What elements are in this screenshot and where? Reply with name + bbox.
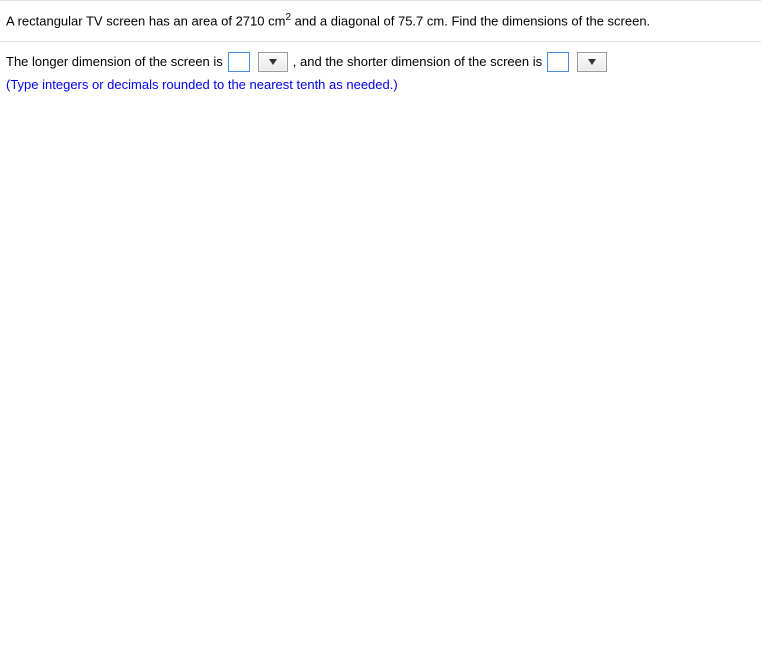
longer-dimension-unit-dropdown[interactable] (258, 52, 288, 72)
chevron-down-icon (269, 59, 277, 65)
problem-statement: A rectangular TV screen has an area of 2… (0, 1, 761, 41)
problem-text-part2: and a diagonal of 75.7 cm. Find the dime… (291, 13, 650, 28)
chevron-down-icon (588, 59, 596, 65)
instruction-text: (Type integers or decimals rounded to th… (6, 77, 755, 92)
shorter-dimension-input[interactable] (547, 52, 569, 72)
answer-section: The longer dimension of the screen is , … (0, 42, 761, 102)
problem-text-part1: A rectangular TV screen has an area of 2… (6, 13, 285, 28)
answer-middle-text: , and the shorter dimension of the scree… (293, 52, 542, 73)
answer-line: The longer dimension of the screen is , … (6, 52, 755, 73)
shorter-dimension-unit-dropdown[interactable] (577, 52, 607, 72)
longer-dimension-input[interactable] (228, 52, 250, 72)
answer-prefix-text: The longer dimension of the screen is (6, 52, 223, 73)
